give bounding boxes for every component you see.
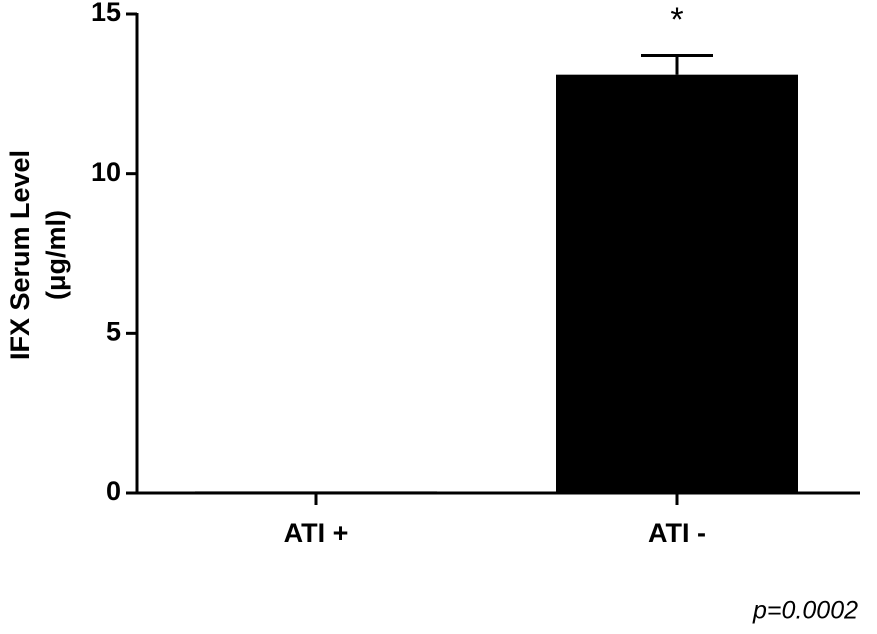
y-axis-label: IFX Serum Level bbox=[5, 150, 35, 360]
bar bbox=[556, 74, 798, 493]
y-tick-label: 0 bbox=[106, 476, 121, 506]
x-tick-label: ATI + bbox=[284, 518, 349, 548]
error-bar bbox=[641, 54, 713, 75]
x-tick-label: ATI - bbox=[648, 518, 706, 548]
y-tick-label: 5 bbox=[106, 316, 121, 346]
significance-marker: * bbox=[670, 1, 683, 39]
y-tick-label: 15 bbox=[91, 0, 121, 27]
bar bbox=[195, 491, 437, 493]
p-value: p=0.0002 bbox=[752, 597, 858, 625]
y-tick-label: 10 bbox=[91, 157, 121, 187]
y-axis-label-group: IFX Serum Level (μg/ml) bbox=[5, 150, 71, 360]
y-axis-label: (μg/ml) bbox=[41, 210, 71, 300]
